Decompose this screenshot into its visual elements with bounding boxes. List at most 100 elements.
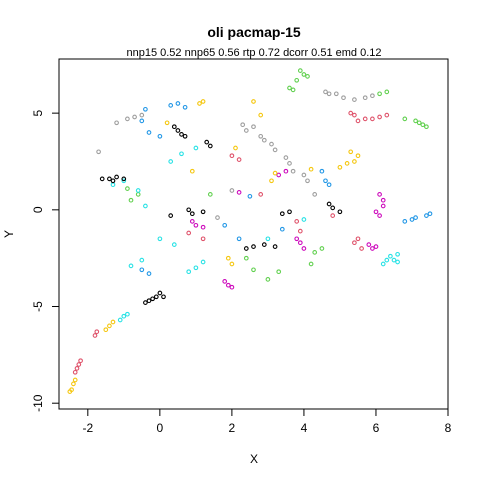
data-point	[384, 257, 390, 263]
x-axis-label: X	[250, 452, 258, 466]
data-point	[402, 219, 408, 224]
data-point	[269, 178, 274, 184]
data-point	[225, 255, 231, 261]
data-point	[193, 145, 199, 151]
data-point	[337, 209, 343, 215]
data-point	[143, 300, 148, 305]
data-point	[243, 255, 249, 261]
data-point	[153, 294, 159, 300]
data-point	[186, 230, 192, 236]
data-point	[308, 166, 314, 172]
data-point	[99, 176, 105, 182]
data-point	[359, 246, 364, 251]
data-point	[189, 219, 195, 224]
data-point	[107, 176, 112, 182]
data-point	[146, 298, 152, 304]
data-point	[240, 122, 246, 128]
data-point	[337, 164, 343, 170]
y-tick-label: 0	[31, 206, 45, 213]
data-point	[261, 137, 267, 143]
data-point	[200, 259, 206, 265]
data-point	[319, 168, 325, 174]
data-point	[200, 209, 206, 215]
data-point	[276, 172, 282, 178]
data-point	[384, 112, 390, 118]
data-point	[233, 145, 238, 151]
data-point	[247, 193, 253, 199]
data-point	[193, 265, 199, 271]
data-point	[207, 192, 213, 197]
data-point	[352, 97, 357, 102]
data-point	[323, 178, 328, 184]
data-point	[348, 110, 354, 116]
y-axis: -10 -5 0 5	[31, 109, 60, 412]
data-point	[236, 157, 242, 162]
data-point	[395, 251, 400, 257]
data-point	[117, 317, 123, 323]
data-point	[229, 284, 235, 290]
x-axis: -2 0 2 4 6 8	[82, 408, 452, 435]
data-point	[236, 190, 242, 195]
y-tick-label: 5	[31, 109, 45, 116]
data-point	[261, 242, 267, 247]
y-axis-label: Y	[2, 230, 16, 238]
data-point	[276, 269, 282, 275]
data-point	[128, 197, 134, 203]
data-point	[355, 118, 361, 124]
data-point	[373, 209, 379, 215]
data-point	[413, 118, 418, 124]
data-point	[283, 168, 289, 174]
data-point	[272, 170, 278, 176]
data-point	[370, 93, 375, 99]
data-point	[186, 269, 192, 275]
data-point	[424, 213, 429, 218]
data-point	[258, 133, 264, 139]
data-point	[186, 207, 192, 213]
data-point	[114, 174, 119, 180]
data-point	[420, 122, 426, 128]
data-point	[125, 186, 130, 191]
data-point	[92, 333, 98, 338]
data-point	[229, 261, 235, 267]
data-point	[301, 217, 307, 222]
data-point	[121, 178, 127, 184]
data-point	[164, 120, 170, 126]
x-tick-label: 4	[301, 421, 308, 435]
x-tick-label: 8	[445, 421, 452, 435]
data-point	[323, 89, 328, 95]
data-point	[290, 87, 296, 93]
data-point	[370, 116, 375, 122]
data-point	[179, 132, 184, 137]
data-point	[272, 147, 278, 153]
data-point	[193, 222, 199, 228]
data-point	[157, 133, 163, 139]
plot-frame	[58, 58, 449, 410]
data-point	[416, 120, 422, 126]
data-point	[175, 128, 181, 133]
data-point	[305, 74, 310, 79]
data-point	[222, 279, 228, 284]
data-point	[222, 222, 228, 228]
data-point	[132, 114, 137, 120]
data-point	[103, 327, 109, 333]
data-point	[377, 91, 382, 97]
data-point	[362, 95, 368, 101]
data-point	[146, 130, 152, 135]
data-point	[229, 188, 235, 193]
data-point	[96, 149, 101, 155]
data-point	[171, 242, 177, 247]
data-point	[380, 197, 386, 203]
data-point	[294, 236, 300, 242]
data-point	[182, 133, 188, 139]
data-point	[150, 296, 155, 302]
data-point	[146, 271, 152, 276]
data-point	[287, 85, 292, 91]
data-point	[71, 381, 76, 387]
x-tick-label: 6	[373, 421, 380, 435]
data-point	[301, 72, 307, 77]
data-point	[67, 389, 73, 394]
x-tick-label: 0	[157, 421, 164, 435]
y-tick-label: -10	[31, 394, 45, 412]
data-point	[326, 91, 332, 97]
data-point	[139, 118, 145, 124]
